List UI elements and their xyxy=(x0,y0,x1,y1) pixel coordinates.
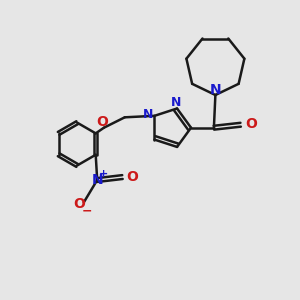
Text: O: O xyxy=(97,116,108,129)
Text: N: N xyxy=(210,83,221,97)
Text: N: N xyxy=(143,108,153,121)
Text: O: O xyxy=(74,197,85,211)
Text: +: + xyxy=(99,169,108,179)
Text: O: O xyxy=(127,170,139,184)
Text: N: N xyxy=(92,173,103,187)
Text: N: N xyxy=(170,96,181,109)
Text: −: − xyxy=(82,204,93,217)
Text: O: O xyxy=(245,117,257,131)
